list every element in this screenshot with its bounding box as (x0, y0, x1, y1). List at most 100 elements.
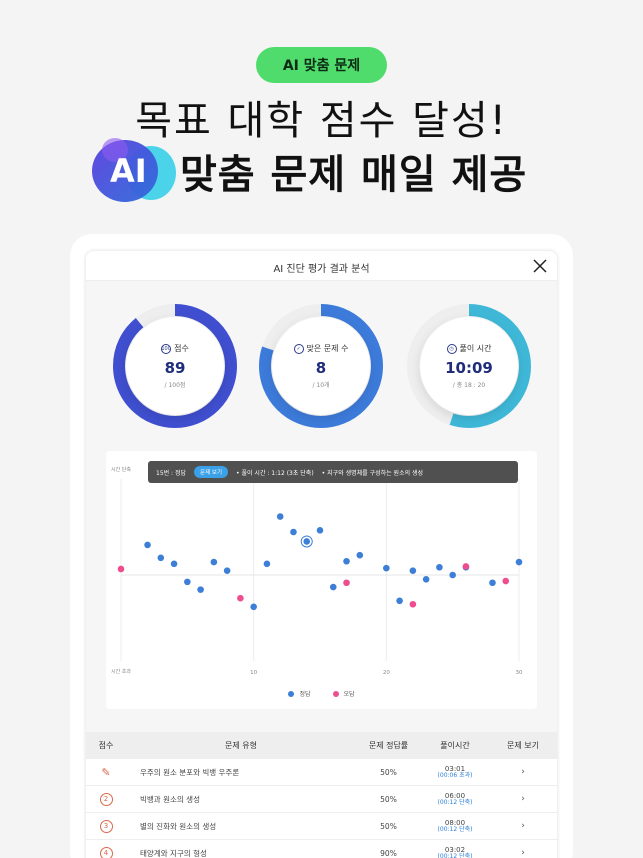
correct-total: / 10개 (312, 382, 330, 389)
table-row[interactable]: 2 빅뱅과 원소의 생성 50% 06:00 (00:12 단축) › (86, 786, 557, 813)
score-card: 100 점수 89 / 100점 (126, 317, 224, 415)
table-row[interactable]: 4 태양계와 지구의 형성 90% 03:02 (00:12 단축) › (86, 840, 557, 858)
row-view[interactable]: › (489, 848, 557, 858)
row-view[interactable]: › (489, 794, 557, 804)
wrong-point (117, 565, 125, 573)
highlight-ring (300, 535, 313, 548)
correct-point (210, 558, 218, 566)
correct-point (383, 564, 390, 572)
header-time: 풀이시간 (440, 740, 470, 750)
correct-point (329, 583, 337, 591)
table-row[interactable]: 3 별의 진화와 원소의 생성 50% 08:00 (00:12 단축) › (86, 813, 557, 840)
correct-card: ✓ 맞은 문제 수 8 / 10개 (272, 317, 370, 415)
ai-logo-text: AI (110, 152, 147, 190)
row-time-value: 03:01 (444, 764, 466, 773)
status-pencil-icon: ✎ (101, 765, 111, 779)
score-label: 점수 (174, 344, 189, 353)
time-value: 10:09 (445, 359, 493, 377)
row-time-diff: (00:06 초과) (437, 771, 473, 779)
wrong-point (462, 563, 470, 570)
correct-value: 8 (315, 359, 327, 377)
row-rate: 50% (380, 821, 397, 831)
score-100-icon: 100 (161, 343, 172, 354)
x-tick-label: 10 (250, 670, 257, 676)
headline-secondary: 맞춤 문제 매일 제공 (180, 152, 528, 198)
x-tick-label: 20 (383, 670, 390, 676)
wrong-point (343, 579, 350, 587)
ring-progress-arc (407, 304, 531, 428)
row-time-value: 06:00 (444, 791, 466, 800)
ring-progress-arc (113, 304, 237, 428)
chart-tooltip: 15번 : 정답 문제 보기 • 풀이 시간 : 1:12 (3초 단축) • … (148, 461, 518, 483)
row-time-value: 08:00 (444, 818, 466, 827)
question-number: 3 (99, 819, 113, 833)
correct-point (343, 557, 350, 565)
row-time-diff: (00:12 단축) (437, 852, 473, 858)
correct-point (303, 538, 311, 545)
question-table: 점수 문제 유형 문제 정답률 풀이시간 문제 보기 ✎ 우주의 원소 분포와 빅… (86, 732, 557, 858)
legend-wrong: 오답 (332, 689, 355, 698)
row-rate: 50% (380, 794, 397, 804)
ai-logo: AI (92, 138, 176, 204)
wrong-point (237, 594, 244, 602)
row-time-value: 03:02 (444, 845, 466, 854)
correct-point (316, 526, 324, 534)
promo-badge: AI 맞춤 문제 (256, 47, 387, 83)
row-time: 08:00 (00:12 단축) (421, 819, 489, 834)
correct-point (515, 558, 523, 566)
x-tick-label: 30 (516, 670, 523, 676)
row-type: 별의 진화와 원소의 생성 (140, 821, 217, 831)
correct-point (223, 567, 231, 574)
headline-primary: 목표 대학 점수 달성! (135, 98, 508, 144)
row-score: 4 (86, 846, 126, 858)
row-view[interactable]: › (489, 767, 557, 777)
correct-point (396, 597, 403, 605)
tooltip-time: • 풀이 시간 : 1:12 (3초 단축) (236, 469, 314, 477)
correct-point (276, 513, 284, 520)
correct-point (436, 563, 443, 571)
row-view[interactable]: › (489, 821, 557, 831)
row-time: 03:01 (00:06 초과) (421, 765, 489, 780)
question-number: 2 (99, 792, 113, 806)
time-total: / 총 18 : 20 (452, 382, 486, 389)
chevron-right-icon[interactable]: › (521, 821, 525, 831)
legend-correct: 정답 (288, 689, 311, 698)
tooltip-question: 15번 : 정답 (156, 469, 187, 477)
score-total: / 100점 (164, 382, 186, 389)
correct-point (170, 560, 178, 568)
chevron-right-icon[interactable]: › (521, 767, 525, 777)
score-value: 89 (164, 359, 186, 377)
table-row[interactable]: ✎ 우주의 원소 분포와 빅뱅 우주론 50% 03:01 (00:06 초과) › (86, 759, 557, 786)
row-time: 03:02 (00:12 단축) (421, 846, 489, 858)
time-card: ◷ 풀이 시간 10:09 / 총 18 : 20 (420, 317, 518, 415)
view-question-button[interactable]: 문제 보기 (194, 466, 229, 478)
row-rate: 50% (380, 767, 397, 777)
close-icon[interactable] (531, 257, 549, 275)
correct-point (409, 567, 417, 574)
correct-point (250, 603, 257, 611)
time-ring: ◷ 풀이 시간 10:09 / 총 18 : 20 (406, 303, 532, 429)
clock-icon: ◷ (446, 343, 457, 354)
scatter-chart: 시간 단축 시간 초과 10 20 30 15번 : 정답 문제 보기 • 풀이 시간 … (106, 451, 537, 709)
header-view: 문제 보기 (507, 741, 539, 750)
question-number: 4 (99, 846, 113, 858)
row-type: 우주의 원소 분포와 빅뱅 우주론 (140, 767, 240, 777)
modal-title: AI 진단 평가 결과 분석 (273, 264, 370, 275)
score-ring-graphic (113, 304, 237, 428)
ring-progress-arc (259, 304, 383, 428)
row-rate: 90% (380, 848, 397, 858)
wrong-point (502, 577, 510, 585)
y-axis-top-label: 시간 단축 (111, 466, 131, 473)
correct-ring-graphic (259, 304, 383, 428)
chevron-right-icon[interactable]: › (521, 794, 525, 804)
result-modal: AI 진단 평가 결과 분석 100 점수 89 / 100점 ✓ 맞은 문제 수 (86, 251, 557, 858)
chevron-right-icon[interactable]: › (521, 848, 525, 858)
row-score: 2 (86, 792, 126, 806)
chart-legend: 정답 오답 (106, 689, 537, 698)
row-type: 태양계와 지구의 형성 (140, 848, 207, 858)
tooltip-topic: • 지구와 생명체를 구성하는 원소의 생성 (321, 469, 424, 477)
correct-point (184, 578, 191, 586)
correct-point (157, 554, 165, 562)
correct-label: 맞은 문제 수 (306, 344, 349, 353)
correct-point (197, 586, 204, 593)
